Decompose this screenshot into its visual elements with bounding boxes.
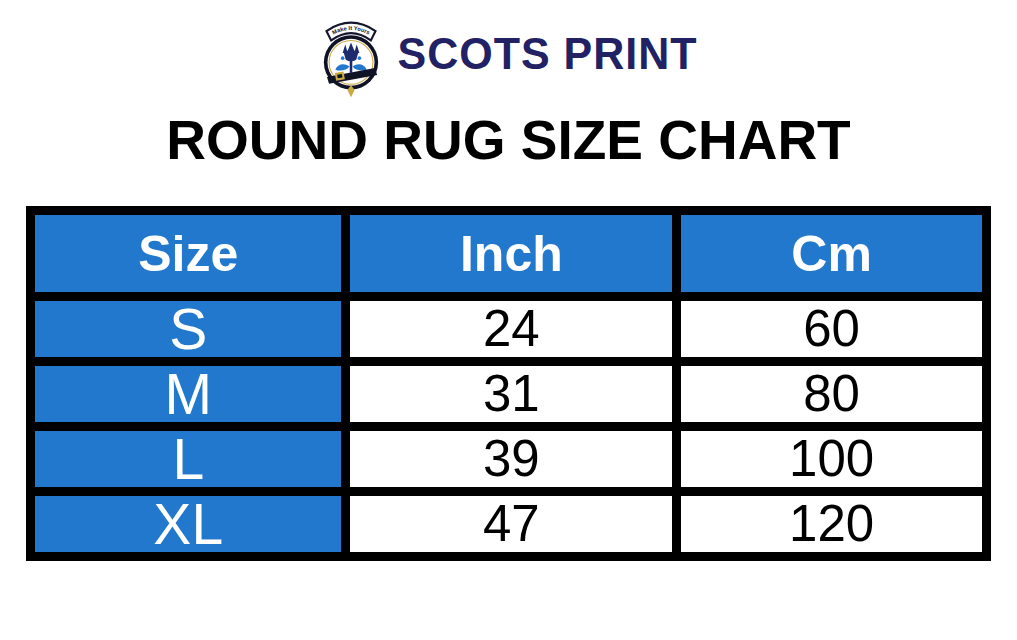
table-body: S 24 60 M 31 80 L 39 100 XL 47 120 xyxy=(31,297,987,557)
cm-cell: 60 xyxy=(677,297,987,362)
size-chart-table: Size Inch Cm S 24 60 M 31 80 L 39 100 XL… xyxy=(26,206,991,561)
inch-cell: 47 xyxy=(346,492,677,557)
column-header-cm: Cm xyxy=(677,211,987,297)
column-header-size: Size xyxy=(31,211,346,297)
brand-crest-icon: Make It Yours xyxy=(319,7,383,101)
table-header: Size Inch Cm xyxy=(31,211,987,297)
header-row: Size Inch Cm xyxy=(31,211,987,297)
table-row-l: L 39 100 xyxy=(31,427,987,492)
inch-cell: 24 xyxy=(346,297,677,362)
inch-cell: 39 xyxy=(346,427,677,492)
size-cell: XL xyxy=(31,492,346,557)
inch-cell: 31 xyxy=(346,362,677,427)
size-cell: L xyxy=(31,427,346,492)
column-header-inch: Inch xyxy=(346,211,677,297)
cm-cell: 100 xyxy=(677,427,987,492)
size-cell: M xyxy=(31,362,346,427)
brand-name: SCOTS PRINT xyxy=(397,29,697,79)
table-row-s: S 24 60 xyxy=(31,297,987,362)
table-row-m: M 31 80 xyxy=(31,362,987,427)
page-title: ROUND RUG SIZE CHART xyxy=(0,108,1017,172)
brand-header: Make It Yours SCOTS PRINT xyxy=(0,0,1017,102)
size-cell: S xyxy=(31,297,346,362)
table-row-xl: XL 47 120 xyxy=(31,492,987,557)
cm-cell: 120 xyxy=(677,492,987,557)
cm-cell: 80 xyxy=(677,362,987,427)
